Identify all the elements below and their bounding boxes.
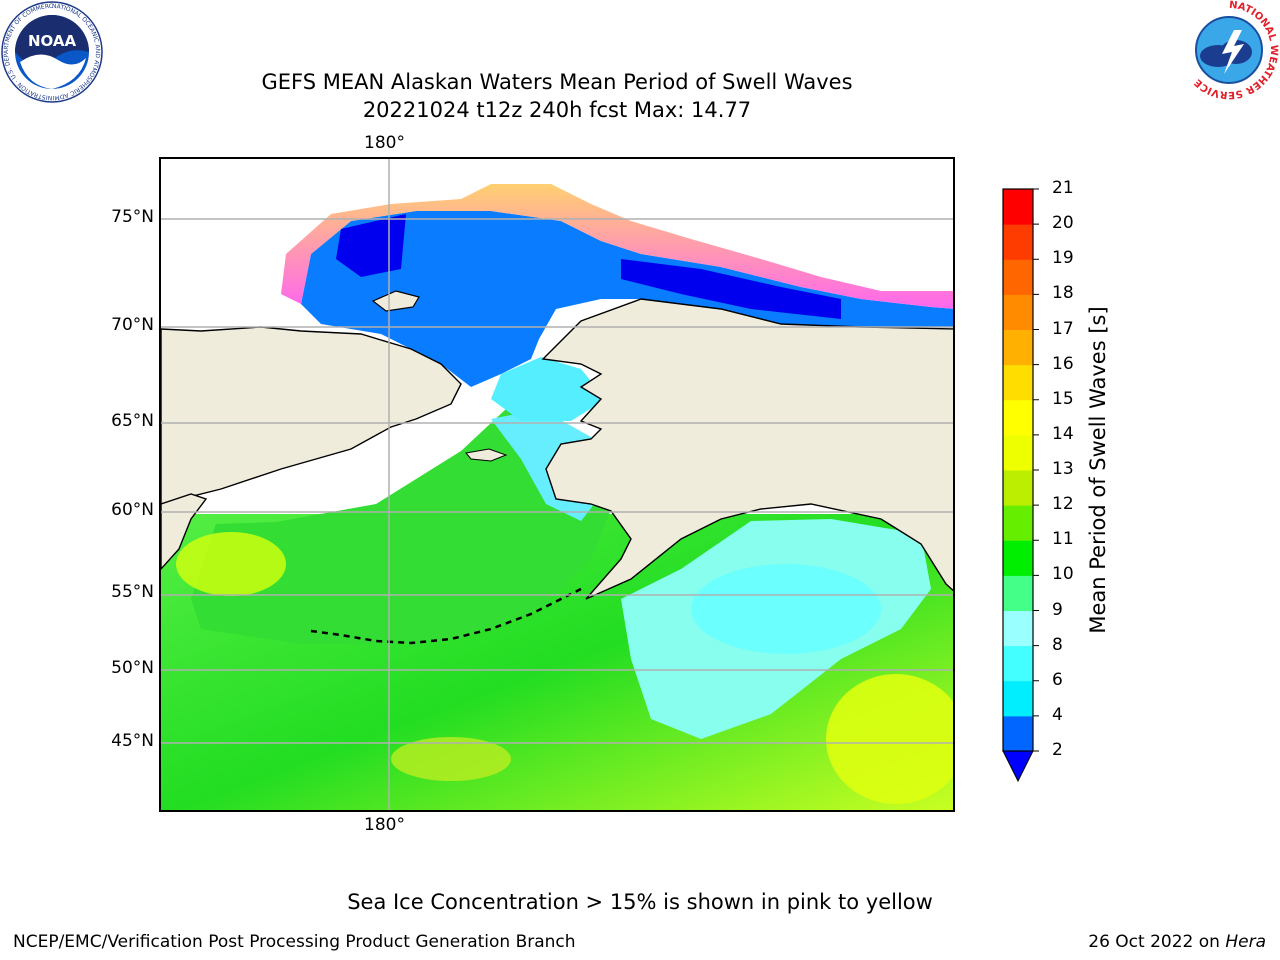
norton-sound-swell-field xyxy=(491,357,606,421)
noaa-wordmark: NOAA xyxy=(28,32,77,50)
lat-label-45: 45°N xyxy=(111,731,154,751)
colorbar-segment xyxy=(1003,434,1033,471)
colorbar-tick-label: 14 xyxy=(1052,423,1074,444)
colorbar-segment xyxy=(1003,540,1033,576)
colorbar-segment xyxy=(1003,294,1033,330)
st-lawrence-island xyxy=(465,448,508,462)
colorbar-segment xyxy=(1003,329,1033,366)
colorbar-tick-label: 2 xyxy=(1052,740,1063,760)
colorbar-tick-label: 21 xyxy=(1052,178,1074,198)
lat-label-65: 65°N xyxy=(111,411,154,431)
colorbar-tick-label: 19 xyxy=(1052,248,1074,269)
arctic-swell-field xyxy=(301,211,953,387)
colorbar-segment xyxy=(1003,399,1033,436)
chart-subtitle: 20221024 t12z 240h fcst Max: 14.77 xyxy=(362,98,752,122)
colorbar-segment xyxy=(1003,645,1033,682)
footer-date: 26 Oct 2022 on Hera xyxy=(1088,932,1266,952)
swell-patch-high xyxy=(176,532,286,596)
colorbar-segment xyxy=(1003,610,1033,647)
noaa-logo: NATIONAL OCEANIC AND ATMOSPHERIC ADMINIS… xyxy=(0,0,104,104)
lat-label-50: 50°N xyxy=(111,658,154,678)
colorbar-tick-label: 13 xyxy=(1052,459,1074,479)
colorbar-tick-label: 10 xyxy=(1052,564,1074,585)
graticule xyxy=(161,159,953,810)
colorbar-segment xyxy=(1003,505,1033,541)
colorbar-tick-label: 17 xyxy=(1052,318,1074,339)
bering-sea-swell-field xyxy=(191,409,611,644)
colorbar-segment xyxy=(1003,259,1033,295)
footer-credit: NCEP/EMC/Verification Post Processing Pr… xyxy=(13,932,576,952)
colorbar-tick-label: 20 xyxy=(1052,213,1074,234)
chart-title: GEFS MEAN Alaskan Waters Mean Period of … xyxy=(261,70,853,94)
colorbar-tick-label: 11 xyxy=(1052,529,1074,550)
siberia-landmass xyxy=(161,326,462,505)
colorbar-tick-label: 8 xyxy=(1052,634,1063,655)
swell-patch-low xyxy=(691,564,881,654)
aleutian-islands xyxy=(310,587,582,645)
colorbar xyxy=(1002,188,1039,783)
colorbar-tick-label: 18 xyxy=(1052,283,1074,304)
sea-ice-edge xyxy=(281,184,953,309)
colorbar-label: Mean Period of Swell Waves [s] xyxy=(1086,306,1110,634)
swell-patch-high xyxy=(826,674,953,804)
colorbar-segment xyxy=(1003,575,1033,611)
map-panel xyxy=(159,157,955,812)
swell-patch-high xyxy=(391,737,511,781)
colorbar-tick-label: 9 xyxy=(1052,599,1063,620)
nws-logo: NATIONAL WEATHER SERVICE xyxy=(1178,0,1280,100)
lat-label-55: 55°N xyxy=(111,582,154,602)
colorbar-tick-label: 6 xyxy=(1052,669,1063,690)
colorbar-segment xyxy=(1003,680,1033,717)
lat-label-70: 70°N xyxy=(111,315,154,335)
footer-machine: Hera xyxy=(1225,932,1266,952)
arctic-deep-blue xyxy=(621,259,841,319)
colorbar-segment xyxy=(1003,224,1033,260)
wrangel-island xyxy=(371,290,420,312)
lon-label-top: 180° xyxy=(364,133,405,153)
colorbar-tick-label: 4 xyxy=(1052,704,1063,725)
footer-date-text: 26 Oct 2022 on xyxy=(1088,932,1220,952)
colorbar-segment xyxy=(1003,364,1033,401)
lat-label-75: 75°N xyxy=(111,207,154,227)
sea-ice-note: Sea Ice Concentration > 15% is shown in … xyxy=(347,890,933,914)
colorbar-segment xyxy=(1003,189,1033,225)
lat-label-60: 60°N xyxy=(111,500,154,520)
colorbar-underflow-arrow xyxy=(1002,750,1034,783)
lon-label-bottom: 180° xyxy=(364,815,405,835)
colorbar-tick-label: 12 xyxy=(1052,494,1074,515)
colorbar-tick-label: 15 xyxy=(1052,388,1074,409)
colorbar-segment xyxy=(1003,715,1033,752)
colorbar-segment xyxy=(1003,470,1033,506)
colorbar-tick-label: 16 xyxy=(1052,353,1074,374)
